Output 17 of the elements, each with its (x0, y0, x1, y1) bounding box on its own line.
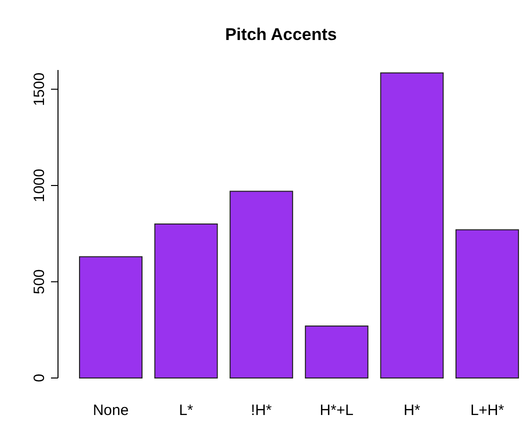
bar (79, 256, 143, 378)
bar (230, 190, 294, 378)
x-tick-label: !H* (250, 402, 272, 419)
x-tick-label: H*+L (320, 402, 354, 419)
x-tick-label: L* (178, 402, 194, 419)
bar (380, 72, 444, 378)
chart-title: Pitch Accents (225, 25, 337, 44)
x-tick-label: None (92, 402, 129, 419)
y-tick-label: 0 (31, 374, 48, 382)
bar (304, 326, 368, 378)
x-tick-label: H* (404, 402, 420, 419)
y-tick-label: 1500 (31, 72, 48, 106)
y-tick-label: 500 (31, 269, 48, 294)
bar (154, 224, 218, 378)
y-tick-label: 1000 (31, 168, 48, 202)
bar (455, 229, 519, 378)
x-tick-label: L+H* (470, 402, 504, 419)
